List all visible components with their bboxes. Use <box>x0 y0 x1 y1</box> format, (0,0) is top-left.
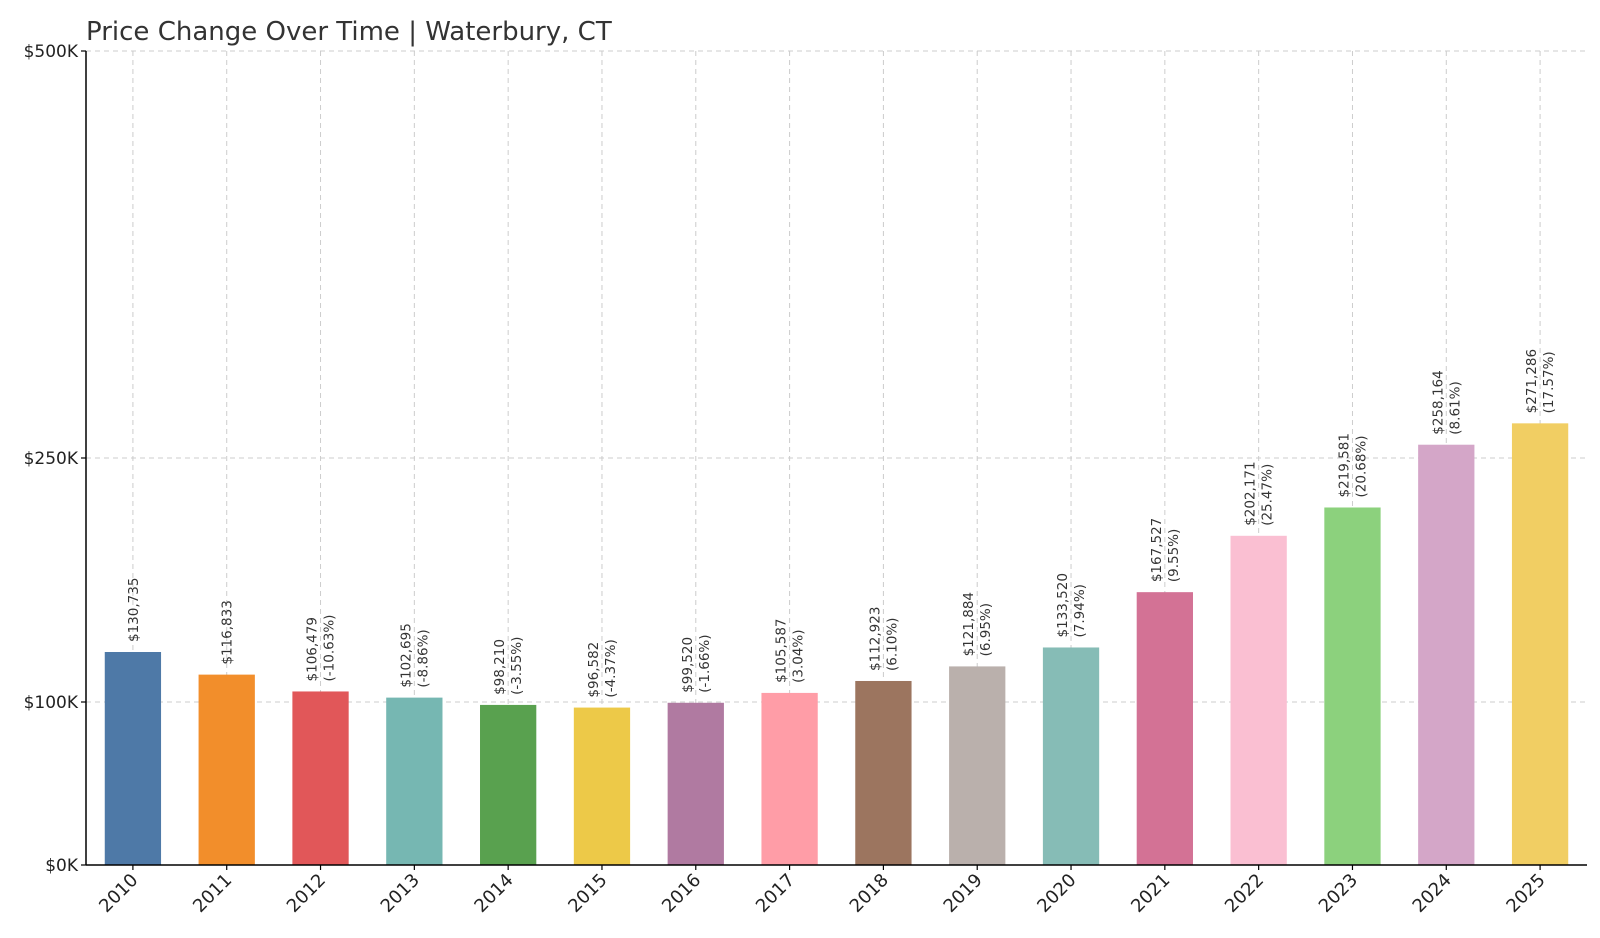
data-label-2018: $112,923 (6.10%) <box>867 607 900 671</box>
value-label: $105,587 <box>774 618 790 682</box>
change-label: (-4.37%) <box>603 639 619 697</box>
y-tick-label: $100K <box>24 693 79 713</box>
data-label-2010: $130,735 <box>126 578 142 642</box>
data-label-2023: $219,581 (20.68%) <box>1336 433 1369 497</box>
bar-2016 <box>667 702 724 865</box>
value-label: $258,164 <box>1430 370 1446 434</box>
bar-2023 <box>1324 507 1381 865</box>
change-label: (-8.86%) <box>415 629 431 687</box>
data-label-2024: $258,164 (8.61%) <box>1430 370 1463 434</box>
value-label: $133,520 <box>1055 573 1071 637</box>
x-tick-label: 2011 <box>189 870 236 917</box>
change-label: (17.57%) <box>1541 351 1557 413</box>
bar-2017 <box>761 692 818 865</box>
y-tick-label: $0K <box>45 856 79 876</box>
change-label: (8.61%) <box>1447 381 1463 434</box>
x-tick-label: 2010 <box>95 870 142 917</box>
bar-2018 <box>855 680 912 865</box>
bar-2024 <box>1418 444 1475 865</box>
chart-title: Price Change Over Time | Waterbury, CT <box>86 17 612 47</box>
x-tick-label: 2020 <box>1033 870 1080 917</box>
x-tick-label: 2015 <box>564 870 611 917</box>
value-label: $219,581 <box>1336 433 1352 497</box>
data-label-2021: $167,527 (9.55%) <box>1149 518 1182 582</box>
data-label-2020: $133,520 (7.94%) <box>1055 573 1088 637</box>
bar-2021 <box>1136 592 1193 865</box>
data-label-2022: $202,171 (25.47%) <box>1243 461 1276 525</box>
bar-2025 <box>1511 423 1569 865</box>
value-label: $116,833 <box>220 600 236 664</box>
data-label-2011: $116,833 <box>220 600 236 664</box>
data-label-2016: $99,520 (-1.66%) <box>680 634 713 692</box>
data-label-2013: $102,695 (-8.86%) <box>398 623 431 687</box>
change-label: (-3.55%) <box>509 637 525 695</box>
change-label: (9.55%) <box>1166 529 1182 582</box>
x-tick-label: 2025 <box>1502 870 1549 917</box>
data-label-2017: $105,587 (3.04%) <box>774 618 807 682</box>
value-label: $102,695 <box>398 623 414 687</box>
bar-2019 <box>949 666 1006 865</box>
value-label: $130,735 <box>126 578 142 642</box>
data-label-2012: $106,479 (-10.63%) <box>305 615 338 682</box>
data-label-2014: $98,210 (-3.55%) <box>492 637 525 695</box>
change-label: (25.47%) <box>1260 464 1276 526</box>
value-label: $96,582 <box>586 642 602 698</box>
data-label-2015: $96,582 (-4.37%) <box>586 639 619 697</box>
change-label: (3.04%) <box>791 629 807 682</box>
data-label-layer: $130,735 $116,833 $106,479 (-10.63%) $102,69… <box>126 349 1557 698</box>
x-tick-label: 2014 <box>470 870 517 917</box>
y-tick-label: $250K <box>24 449 79 469</box>
value-label: $202,171 <box>1243 461 1259 525</box>
y-tick-label: $500K <box>24 42 79 62</box>
value-label: $121,884 <box>961 592 977 656</box>
bar-2010 <box>104 652 162 865</box>
change-label: (7.94%) <box>1072 584 1088 637</box>
bar-2011 <box>198 674 255 865</box>
bar-2014 <box>480 704 537 865</box>
value-label: $98,210 <box>492 639 508 695</box>
x-tick-label: 2022 <box>1221 870 1268 917</box>
x-tick-label: 2018 <box>846 870 893 917</box>
data-label-2025: $271,286 (17.57%) <box>1524 349 1557 413</box>
value-label: $112,923 <box>867 607 883 671</box>
value-label: $106,479 <box>305 617 321 681</box>
bar-2013 <box>386 697 443 865</box>
x-tick-label: 2021 <box>1127 870 1174 917</box>
value-label: $167,527 <box>1149 518 1165 582</box>
change-label: (20.68%) <box>1353 435 1369 497</box>
x-tick-label: 2016 <box>658 870 705 917</box>
change-label: (-10.63%) <box>322 615 338 682</box>
x-tick-label: 2023 <box>1315 870 1362 917</box>
value-label: $271,286 <box>1524 349 1540 413</box>
x-tick-label: 2024 <box>1409 870 1456 917</box>
x-tick-label: 2013 <box>377 870 424 917</box>
x-tick-label: 2012 <box>283 870 330 917</box>
value-label: $99,520 <box>680 637 696 693</box>
change-label: (6.10%) <box>884 618 900 671</box>
change-label: (-1.66%) <box>697 634 713 692</box>
bar-2020 <box>1042 647 1100 865</box>
bar-2012 <box>292 691 349 865</box>
x-tick-label: 2017 <box>752 870 799 917</box>
bar-layer <box>104 423 1569 865</box>
data-label-2019: $121,884 (6.95%) <box>961 592 994 656</box>
bar-2015 <box>573 707 631 865</box>
x-tick-label: 2019 <box>940 870 987 917</box>
bar-2022 <box>1230 535 1287 865</box>
change-label: (6.95%) <box>978 603 994 656</box>
